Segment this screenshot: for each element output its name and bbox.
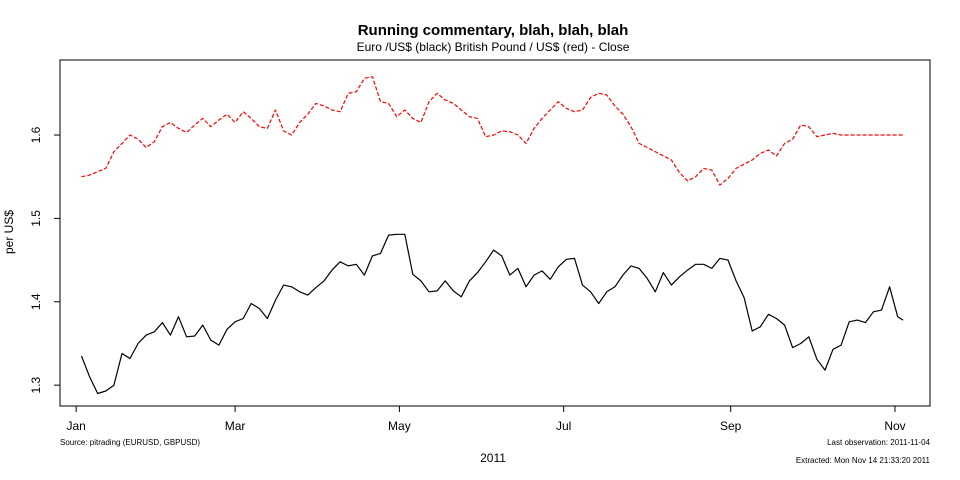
series-line-gbpusd — [81, 76, 904, 186]
plot-frame — [59, 59, 931, 407]
source-note: Source: pitrading (EURUSD, GBPUSD) — [60, 438, 200, 447]
x-tick-label: Sep — [720, 419, 742, 433]
chart-title: Running commentary, blah, blah, blah — [358, 22, 629, 39]
y-axis: 1.3 1.4 1.5 1.6 — [29, 126, 60, 394]
x-tick-label: May — [388, 419, 411, 433]
extracted-note: Extracted: Mon Nov 14 21:33:20 2011 — [796, 456, 931, 465]
y-axis-label: per US$ — [2, 210, 16, 254]
x-tick-label: Jan — [66, 419, 85, 433]
chart-subtitle: Euro /US$ (black) British Pound / US$ (r… — [357, 40, 630, 54]
x-axis: Jan Mar May Jul Sep Nov — [66, 406, 906, 433]
series-line-eurusd — [80, 233, 904, 395]
y-tick-label: 1.3 — [29, 376, 43, 393]
y-tick-label: 1.4 — [29, 293, 43, 310]
x-tick-label: Jul — [556, 419, 571, 433]
y-tick-label: 1.5 — [29, 210, 43, 227]
series-layer — [80, 76, 904, 395]
y-tick-label: 1.6 — [29, 126, 43, 143]
last-observation-note: Last observation: 2011-11-04 — [827, 438, 930, 447]
x-axis-label: 2011 — [480, 451, 506, 465]
x-tick-label: Mar — [225, 419, 246, 433]
x-tick-label: Nov — [884, 419, 905, 433]
